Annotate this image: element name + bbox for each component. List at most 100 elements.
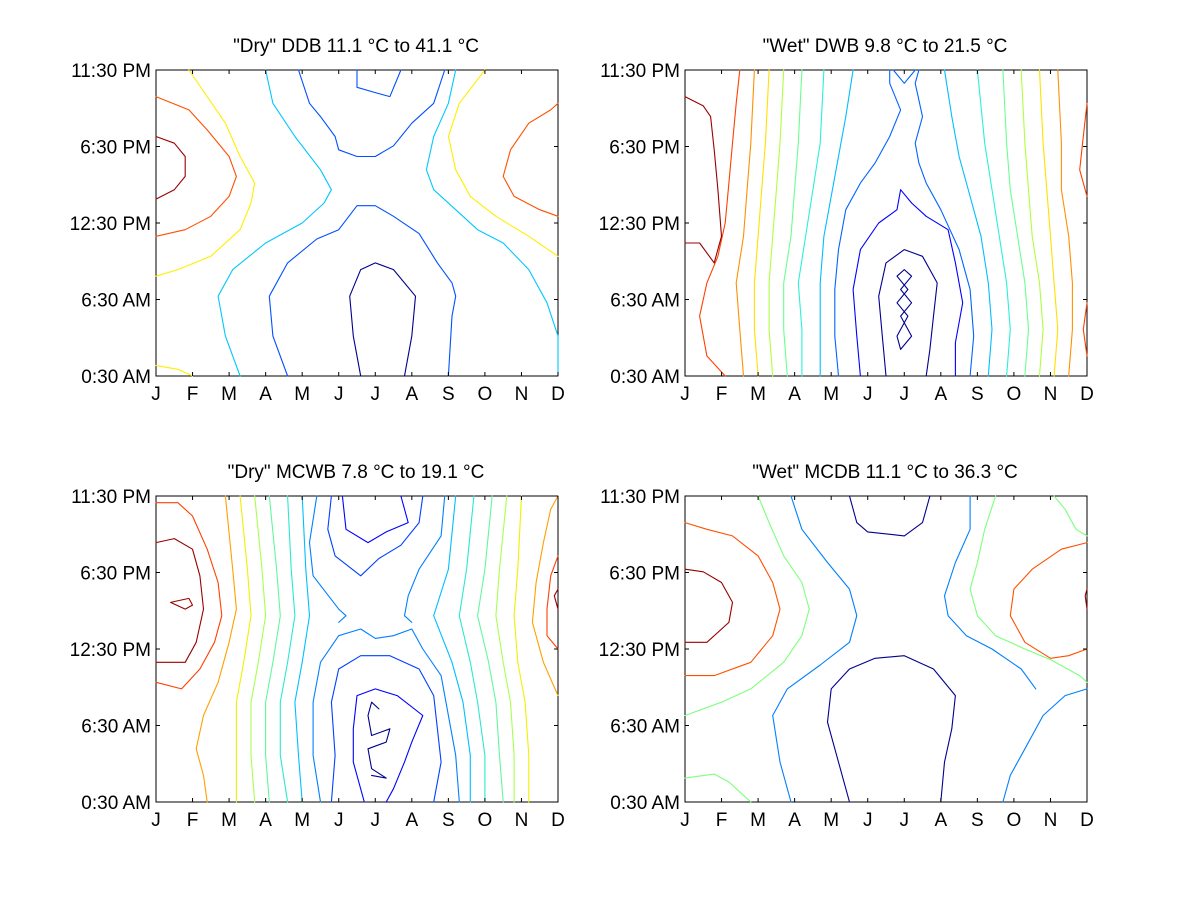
contour-line [447,69,559,257]
y-tick-label: 11:30 PM [71,487,151,508]
contour-line [1053,495,1088,537]
contour-line [684,96,723,264]
contour-line [403,495,446,623]
contour-line [235,495,252,803]
x-tick-label: N [515,810,529,831]
y-tick-label: 11:30 PM [71,61,151,82]
y-tick-label: 12:30 PM [599,214,680,235]
x-tick-label: F [716,810,728,831]
panel-title: "Wet" MCDB 11.1 °C to 36.3 °C [752,462,1018,483]
contour-line [155,364,194,377]
contour-line [367,701,391,779]
x-tick-label: S [971,384,984,405]
contour-line [330,655,442,803]
contour-line [433,495,471,803]
x-tick-label: S [442,384,455,405]
contour-line [772,495,858,803]
x-tick-label: A [934,384,947,405]
contour-line [1020,69,1044,377]
y-tick-label: 12:30 PM [599,640,680,661]
contour-line [341,495,409,544]
contour-line [477,495,504,803]
y-tick-label: 6:30 PM [80,138,151,159]
axis-ticks: J F M A M J J A S O N D 11:30 PM 6:30 PM 12:30 PM 6:30 … [70,61,565,405]
contour-lines [155,69,559,377]
y-tick-label: 6:30 AM [610,717,680,738]
x-tick-label: A [259,810,272,831]
y-tick-label: 0:30 AM [81,793,151,814]
x-tick-label: O [1007,384,1022,405]
contour-line [914,69,975,377]
contour-line [553,588,559,610]
x-tick-label: D [1080,810,1094,831]
x-tick-label: M [823,810,839,831]
x-tick-label: M [750,384,766,405]
x-tick-label: N [1044,810,1058,831]
contour-line [1009,542,1088,659]
y-tick-label: 6:30 AM [81,291,151,312]
plot-area [155,69,559,377]
x-tick-label: A [788,384,801,405]
plot-area [684,495,1088,803]
contour-line [684,495,810,717]
contour-line [1084,588,1088,610]
x-tick-label: N [515,384,529,405]
x-tick-label: S [442,810,455,831]
contour-line [1038,69,1059,377]
contour-lines [155,495,559,803]
x-tick-label: J [863,810,873,831]
plot-area [155,495,559,803]
contour-line [735,69,755,377]
contour-line [458,495,486,803]
contour-line [783,69,803,377]
axis-ticks: J F M A M J J A S O N D 11:30 PM 6:30 PM 12:30 PM 6:30 … [599,61,1094,405]
contour-line [848,495,931,537]
contour-line [969,495,1088,683]
contour-line [155,96,237,237]
x-tick-label: F [716,384,728,405]
contour-line [349,262,417,377]
x-tick-label: F [187,810,199,831]
x-tick-label: D [551,384,565,405]
x-tick-label: J [151,384,161,405]
x-tick-label: A [934,810,947,831]
panel-title: "Wet" DWB 9.8 °C to 21.5 °C [763,36,1008,57]
contour-line [878,249,938,377]
contour-line [684,773,752,803]
contour-line [513,495,530,803]
contour-line [797,69,825,377]
x-tick-label: J [680,810,690,831]
x-tick-label: J [334,810,344,831]
contour-line [896,269,913,350]
y-tick-label: 6:30 PM [609,138,680,159]
x-tick-label: J [151,810,161,831]
contour-panel-dry-mcwb: "Dry" MCWB 7.8 °C to 19.1 °C J F M A M J J A S O N… [70,462,565,831]
contour-line [1002,69,1030,377]
x-tick-label: J [680,384,690,405]
contour-line [294,495,311,803]
x-tick-label: F [187,384,199,405]
contour-line [495,495,515,803]
contour-line [268,205,457,377]
y-tick-label: 6:30 AM [610,291,680,312]
x-tick-label: D [551,810,565,831]
axis-ticks: J F M A M J J A S O N D 11:30 PM 6:30 PM 12:30 PM 6:30 … [599,487,1094,831]
contour-panel-wet-mcdb: "Wet" MCDB 11.1 °C to 36.3 °C J F M A M J J A S O… [599,462,1094,831]
y-tick-label: 12:30 PM [70,640,151,661]
contour-line [327,495,424,577]
contour-line [1002,688,1088,803]
contour-line [834,69,902,377]
contour-line [531,495,559,697]
contour-line [976,69,1011,377]
x-tick-label: M [221,810,237,831]
y-tick-label: 6:30 PM [609,564,680,585]
contour-line [250,495,267,803]
x-tick-label: O [478,384,493,405]
y-tick-label: 0:30 AM [81,367,151,388]
contour-line [170,597,194,610]
contour-panel-dry-ddb: "Dry" DDB 11.1 °C to 41.1 °C J F M A M J J A S O N… [70,36,565,405]
y-tick-label: 6:30 AM [81,717,151,738]
contour-line [502,102,559,217]
contour-line [684,568,734,643]
